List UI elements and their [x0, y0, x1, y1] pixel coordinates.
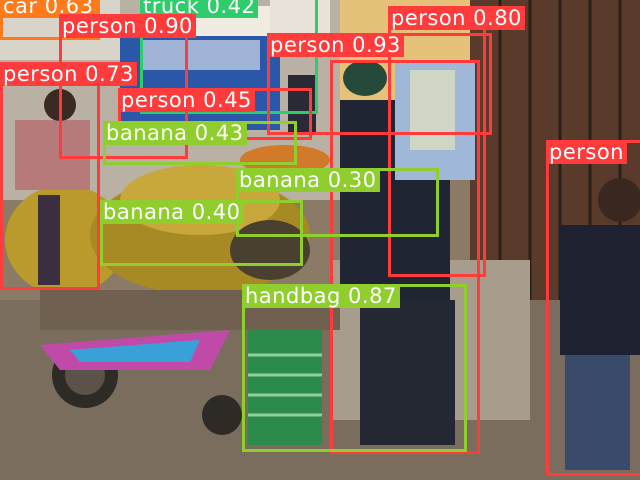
class-name: person — [270, 33, 345, 57]
confidence-score: 0.93 — [344, 33, 401, 57]
detection-box-person: person 0.73 — [0, 62, 137, 290]
confidence-score: 0.30 — [320, 168, 377, 192]
detection-box-person: person — [546, 140, 640, 476]
detection-box-handbag: handbag 0.87 — [242, 284, 467, 452]
confidence-score: 0.63 — [37, 0, 94, 18]
detection-box-truck: truck 0.42 — [140, 0, 318, 114]
class-name: car — [3, 0, 38, 18]
class-name: person — [391, 6, 466, 30]
detection-label: person — [546, 140, 627, 164]
detection-label: person 0.45 — [118, 88, 255, 112]
class-name: person — [121, 88, 196, 112]
confidence-score: 0.45 — [195, 88, 252, 112]
confidence-score: 0.40 — [184, 200, 241, 224]
class-name: person — [3, 62, 78, 86]
class-name: banana — [239, 168, 321, 192]
confidence-score: 0.80 — [465, 6, 522, 30]
detection-box-banana: banana 0.43 — [103, 121, 297, 165]
detection-label: banana 0.30 — [236, 168, 380, 192]
detection-label: person 0.73 — [0, 62, 137, 86]
class-name: truck — [143, 0, 200, 18]
confidence-score: 0.73 — [77, 62, 134, 86]
detection-box-banana: banana 0.40 — [100, 200, 303, 266]
detection-label: banana 0.43 — [103, 121, 247, 145]
confidence-score: 0.87 — [340, 284, 397, 308]
detection-label: truck 0.42 — [140, 0, 259, 18]
detection-label: car 0.63 — [0, 0, 97, 18]
class-name: banana — [106, 121, 188, 145]
class-name: person — [62, 14, 137, 38]
detection-box-person: person 0.90 — [59, 14, 196, 159]
detection-box-banana: banana 0.30 — [236, 168, 439, 237]
detection-label: person 0.90 — [59, 14, 196, 38]
class-name: person — [549, 140, 624, 164]
detection-box-person: person 0.80 — [388, 6, 525, 277]
detection-box-person: person 0.93 — [267, 33, 492, 135]
detection-box-person — [330, 60, 480, 454]
confidence-score: 0.90 — [136, 14, 193, 38]
detection-label: person 0.80 — [388, 6, 525, 30]
confidence-score: 0.42 — [199, 0, 256, 18]
detection-label: handbag 0.87 — [242, 284, 400, 308]
class-name: banana — [103, 200, 185, 224]
detection-label: banana 0.40 — [100, 200, 244, 224]
detection-label: person 0.93 — [267, 33, 404, 57]
class-name: handbag — [245, 284, 341, 308]
confidence-score: 0.43 — [187, 121, 244, 145]
